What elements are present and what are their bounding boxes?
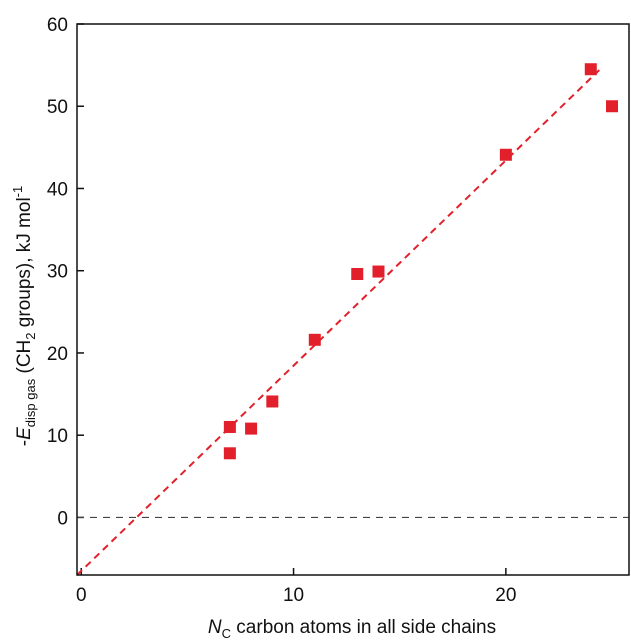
- y-tick-label: 40: [47, 179, 68, 200]
- data-point: [245, 422, 258, 435]
- data-point: [266, 395, 279, 408]
- data-point: [584, 63, 597, 76]
- data-point: [372, 265, 385, 278]
- y-axis-title-symbol: E: [14, 427, 35, 440]
- y-axis-title-superscript: -1: [10, 186, 25, 198]
- x-tick-label: 0: [76, 585, 87, 606]
- y-tick-label: 60: [47, 15, 68, 36]
- chart-marks: [76, 63, 629, 576]
- fit-line: [76, 69, 600, 576]
- x-axis-ticks: 0 10 20: [76, 568, 516, 606]
- y-axis-title: -Edisp gas (CH2 groups), kJ mol-1: [10, 186, 38, 446]
- x-axis-title: NC carbon atoms in all side chains: [208, 617, 496, 641]
- x-tick-label: 20: [495, 585, 516, 606]
- data-point: [308, 333, 321, 346]
- data-point: [606, 100, 619, 113]
- plot-frame: [76, 23, 630, 576]
- y-tick-label: 50: [47, 97, 68, 118]
- data-point: [223, 420, 236, 433]
- x-axis-title-subscript: C: [222, 626, 231, 641]
- y-axis-title-subscript: disp gas: [23, 378, 38, 427]
- data-point: [351, 268, 364, 281]
- y-tick-label: 10: [47, 426, 68, 447]
- y-tick-label: 20: [47, 344, 68, 365]
- y-tick-label: 30: [47, 262, 68, 283]
- x-axis-title-symbol: N: [208, 617, 222, 638]
- data-point: [499, 148, 512, 161]
- y-tick-label: 0: [57, 508, 68, 529]
- x-tick-label: 10: [283, 585, 304, 606]
- data-point: [223, 447, 236, 460]
- y-axis-ticks: 0 10 20 30 40 50 60: [47, 15, 84, 529]
